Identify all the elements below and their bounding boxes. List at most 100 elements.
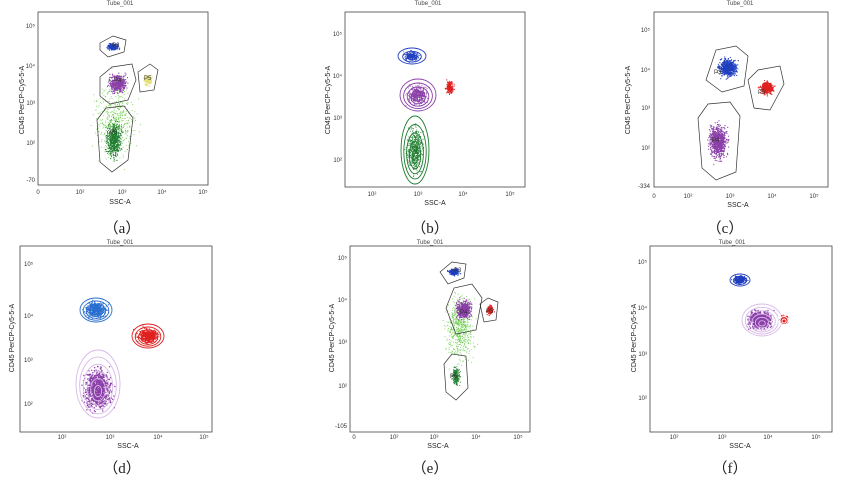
panel-b-x-ticks: 10² 10³ 10⁴ 10⁵ — [368, 191, 515, 198]
x-tick: 10³ — [726, 194, 735, 200]
panel-e-x-ticks: 0 10² 10³ 10⁴ 10⁵ — [352, 434, 523, 441]
panel-a-x-ticks: 0 10² 10³ 10⁴ 10⁵ — [36, 189, 208, 196]
panel-d-events — [75, 297, 165, 419]
panel-a-plot: Tube_001 P4 P5 P3 P6 -70 10² 10³ 10⁴ 10⁵… — [19, 1, 209, 206]
gate-label-P3: P3 — [112, 43, 120, 49]
panel-c-gates: P3 P4 P5 — [697, 45, 785, 181]
y-tick: 10³ — [24, 358, 33, 364]
y-tick: 10⁵ — [24, 261, 34, 268]
gate-label-P3: P3 — [454, 268, 462, 274]
panel-c-title: Tube_001 — [727, 1, 754, 7]
x-tick: 10³ — [718, 435, 727, 441]
population-P3 — [716, 56, 739, 80]
population-P5 — [143, 74, 153, 87]
panel-b-title: Tube_001 — [415, 1, 442, 7]
panel-d-caption: （d） — [103, 461, 141, 477]
x-tick: 10⁵ — [809, 193, 819, 200]
gate-P5 — [479, 297, 499, 323]
y-tick: -70 — [26, 178, 35, 184]
panel-f-ylabel: CD45 PerCP-Cy5-5-A — [631, 303, 638, 372]
y-tick: 10² — [641, 146, 650, 152]
x-tick: 10⁵ — [505, 191, 515, 198]
gran-contours — [131, 323, 165, 349]
y-tick: 10² — [638, 396, 647, 402]
lymph-contours — [397, 47, 427, 65]
panel-e-xlabel: SSC-A — [427, 443, 449, 450]
panel-f-xlabel: SSC-A — [729, 443, 751, 450]
gate-label-P5: P5 — [144, 76, 152, 82]
panel-e-y-ticks: -105 10² 10³ 10⁴ 10⁵ — [335, 255, 348, 430]
panel-f-title: Tube_001 — [719, 240, 746, 246]
lymph-contours — [79, 297, 113, 323]
panel-d-xlabel: SSC-A — [117, 443, 139, 450]
panel-c-plot: Tube_001 P3 P4 P5 -334 10² 10³ 10⁴ 10⁵ 0… — [625, 1, 829, 209]
panel-a-frame — [37, 11, 209, 186]
gate-P5 — [747, 65, 785, 111]
gate-P4 — [697, 101, 741, 181]
gate-label-P3: P3 — [714, 70, 722, 76]
panel-a-y-ticks: -70 10² 10³ 10⁴ 10⁵ — [26, 23, 36, 184]
panel-a-ylabel: CD45 PerCP-Cy5-5-A — [19, 65, 26, 134]
x-tick: 10⁴ — [458, 191, 468, 198]
lymph-contours — [729, 273, 751, 287]
x-tick: 10⁴ — [153, 434, 163, 441]
gate-label-P5: P5 — [486, 309, 494, 315]
panel-c-x-ticks: 0 10² 10³ 10⁴ 10⁵ — [652, 193, 819, 200]
y-tick: 10³ — [338, 340, 347, 346]
population-P3 — [447, 267, 462, 277]
x-tick: 10² — [58, 435, 67, 441]
panel-e-frame — [349, 245, 531, 433]
panel-a-caption: （a） — [103, 221, 141, 237]
gate-P3 — [705, 45, 749, 93]
gate-label-P6: P6 — [110, 130, 118, 136]
population-P4 — [707, 120, 730, 165]
panel-a-xlabel: SSC-A — [109, 199, 131, 206]
x-tick: 0 — [652, 194, 656, 200]
x-tick: 10² — [670, 435, 679, 441]
y-tick: 10³ — [638, 352, 647, 358]
x-tick: 10² — [684, 194, 693, 200]
panel-b-caption: （b） — [411, 221, 449, 237]
x-tick: 0 — [352, 435, 356, 441]
panel-c-events — [707, 56, 776, 165]
x-tick: 10⁵ — [513, 434, 523, 441]
y-tick: 10⁴ — [26, 63, 36, 70]
population-P3 — [106, 42, 121, 51]
gate-P6 — [443, 353, 469, 401]
events-background — [90, 68, 141, 170]
y-tick: 10³ — [26, 101, 35, 107]
gate-label-P4: P4 — [460, 310, 468, 316]
panel-e-plot: Tube_001 P3 P4 P5 P6 -105 10² 10³ 10⁴ 10… — [329, 240, 531, 450]
panel-c-caption: （c） — [706, 221, 744, 237]
x-tick: 10² — [76, 190, 85, 196]
x-tick: 10⁵ — [811, 434, 821, 441]
gate-label-P4: P4 — [114, 78, 122, 84]
panel-c-y-ticks: -334 10² 10³ 10⁴ 10⁵ — [638, 27, 651, 190]
panel-c-ylabel: CD45 PerCP-Cy5-5-A — [625, 65, 632, 134]
panel-a-title: Tube_001 — [107, 1, 134, 7]
x-tick: 10³ — [430, 435, 439, 441]
panel-d-plot: Tube_001 10² 10³ 10⁴ 10⁵ 10² 10³ 10⁴ 10⁵… — [9, 240, 213, 450]
y-tick: 10⁴ — [333, 73, 343, 80]
y-tick: 10⁴ — [24, 313, 34, 320]
x-tick: 10³ — [106, 435, 115, 441]
population-P5 — [757, 79, 776, 97]
panel-b-xlabel: SSC-A — [424, 200, 446, 207]
panel-e-title: Tube_001 — [417, 240, 444, 246]
population-P6 — [451, 366, 462, 387]
y-tick: 10² — [26, 141, 35, 147]
gate-P4 — [445, 283, 483, 335]
y-tick: 10⁵ — [26, 23, 36, 30]
panel-d-y-ticks: 10² 10³ 10⁴ 10⁵ — [24, 261, 34, 408]
y-tick: -334 — [638, 184, 651, 190]
population-gran — [444, 79, 455, 96]
population-P4 — [454, 297, 473, 321]
y-tick: 10⁵ — [333, 31, 343, 38]
panel-e-events — [442, 267, 495, 387]
panel-f-y-ticks: 10² 10³ 10⁴ 10⁵ — [638, 259, 648, 402]
panel-f-caption: （f） — [712, 461, 748, 477]
panel-c-xlabel: SSC-A — [727, 202, 749, 209]
panel-d-x-ticks: 10² 10³ 10⁴ 10⁵ — [58, 434, 209, 441]
x-tick: 10² — [390, 435, 399, 441]
